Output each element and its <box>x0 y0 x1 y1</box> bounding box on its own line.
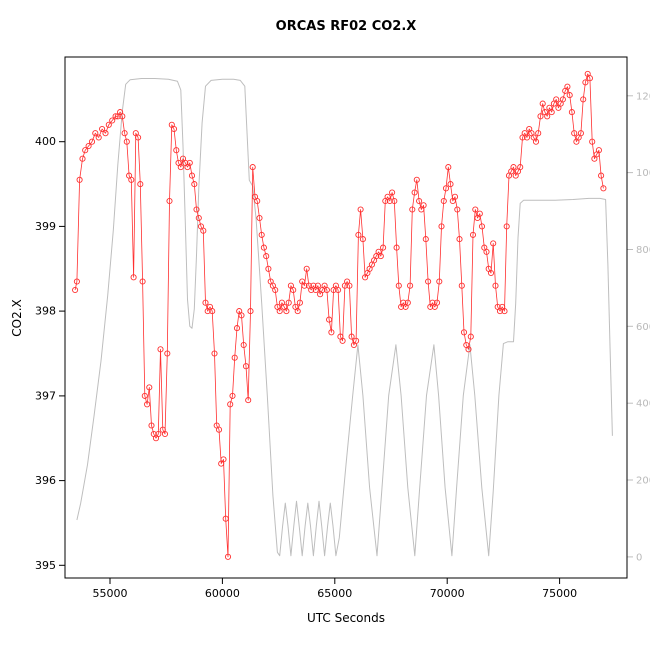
x-tick-label: 75000 <box>542 587 577 600</box>
x-axis-label: UTC Seconds <box>306 611 386 625</box>
y-axis-right: 0 2000 4000 6000 8000 10000 12000 <box>627 91 650 563</box>
x-tick-label: 65000 <box>317 587 352 600</box>
y-axis-label: CO2.X <box>10 299 24 337</box>
x-tick-label: 70000 <box>430 587 465 600</box>
y-left-tick-label: 400 <box>35 135 56 148</box>
plot-border <box>64 56 628 579</box>
y-left-tick-label: 395 <box>35 559 56 572</box>
y-right-tick-label: 6000 <box>636 322 650 333</box>
y-right-tick-label: 10000 <box>636 168 650 179</box>
altitude-series-line <box>76 78 613 557</box>
y-right-tick-label: 0 <box>636 552 642 563</box>
y-right-tick-label: 4000 <box>636 399 650 410</box>
x-axis: 55000 60000 65000 70000 75000 <box>93 578 577 600</box>
y-left-tick-label: 398 <box>35 305 56 318</box>
y-left-tick-label: 399 <box>35 220 56 233</box>
y-left-tick-label: 397 <box>35 389 56 402</box>
co2-series-line <box>74 73 604 558</box>
y-right-tick-label: 8000 <box>636 245 650 256</box>
x-tick-label: 55000 <box>93 587 128 600</box>
co2-series-points <box>72 70 607 560</box>
y-axis-left: 395 396 397 398 399 400 <box>35 135 65 572</box>
y-left-tick-label: 396 <box>35 474 56 487</box>
chart-title: ORCAS RF02 CO2.X <box>275 19 417 34</box>
x-tick-label: 60000 <box>205 587 240 600</box>
y-right-tick-label: 12000 <box>636 91 650 102</box>
y-right-tick-label: 2000 <box>636 476 650 487</box>
